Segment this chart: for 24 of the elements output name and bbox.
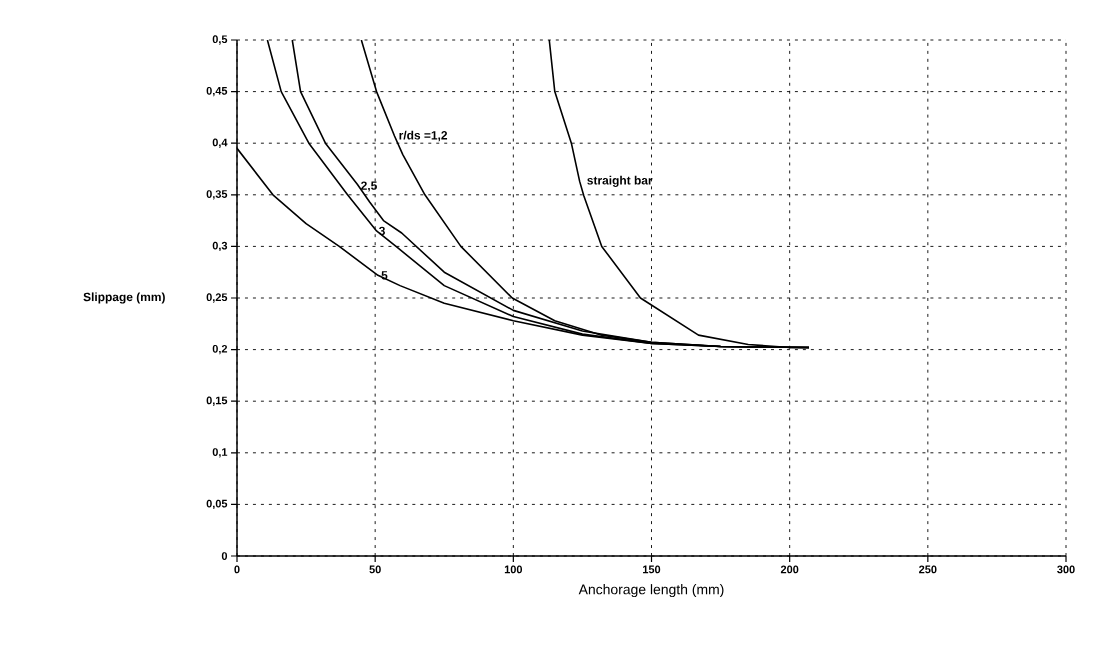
x-tick-label: 200 <box>780 565 799 574</box>
x-tick-label: 250 <box>919 565 937 574</box>
y-tick-label: 0,5 <box>212 35 228 45</box>
series-label: 3 <box>379 226 385 236</box>
series-label: r/ds =1,2 <box>399 130 448 142</box>
y-tick-label: 0,45 <box>206 86 228 97</box>
y-tick-label: 0,05 <box>206 499 228 510</box>
x-tick-label: 300 <box>1057 565 1075 574</box>
series-label: 2,5 <box>361 181 377 192</box>
y-tick-label: 0,1 <box>212 448 228 458</box>
x-tick-label: 50 <box>369 565 381 574</box>
y-tick-label: 0,4 <box>212 138 228 148</box>
series-label: straight bar <box>587 175 653 187</box>
x-tick-label: 0 <box>234 565 240 574</box>
y-axis-title: Slippage (mm) <box>83 292 165 304</box>
y-tick-label: 0,2 <box>212 344 228 355</box>
x-tick-label: 150 <box>643 565 661 574</box>
y-tick-label: 0,3 <box>212 241 228 252</box>
y-tick-label: 0 <box>221 552 228 560</box>
x-axis-title: Anchorage length (mm) <box>578 584 724 598</box>
y-tick-label: 0,35 <box>206 190 228 200</box>
x-tick-label: 100 <box>504 565 523 574</box>
y-tick-label: 0,15 <box>206 396 228 406</box>
y-tick-label: 0,25 <box>206 293 228 303</box>
